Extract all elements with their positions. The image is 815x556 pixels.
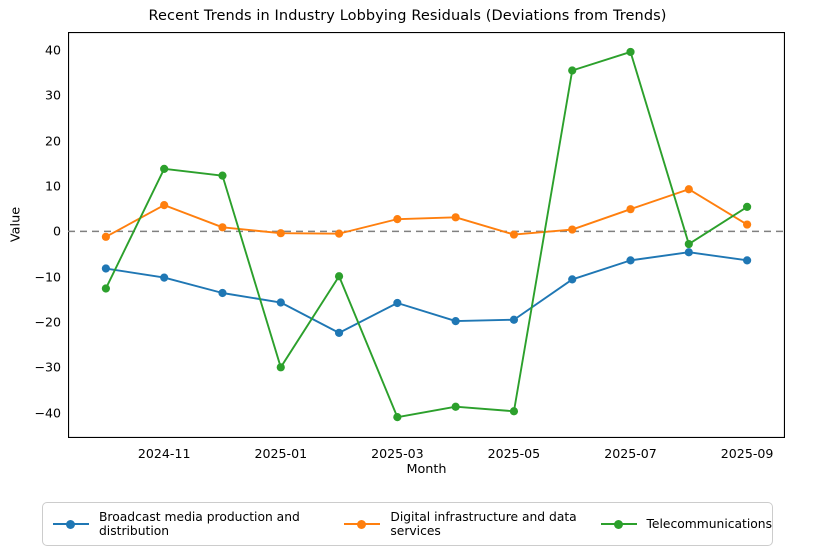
series-line bbox=[104, 50, 749, 419]
data-point bbox=[393, 215, 402, 224]
legend-label: Telecommunications bbox=[646, 517, 772, 531]
data-point bbox=[218, 288, 227, 298]
chart-title: Recent Trends in Industry Lobbying Resid… bbox=[148, 8, 667, 24]
x-axis-tick-labels: 2024-11 2025-01 2025-03 2025-05 2025-07 2025-… bbox=[68, 438, 785, 462]
data-point bbox=[101, 232, 110, 241]
data-point bbox=[568, 275, 577, 284]
x-tick-label: 2025-03 bbox=[371, 446, 424, 461]
data-point bbox=[334, 328, 344, 337]
x-tick-label: 2024-11 bbox=[137, 446, 191, 461]
data-point bbox=[334, 272, 344, 281]
y-tick-label: 20 bbox=[44, 133, 61, 149]
data-point bbox=[276, 229, 285, 238]
y-tick-label: −40 bbox=[34, 405, 61, 421]
plot-area bbox=[68, 32, 785, 438]
legend-label: Broadcast media production and distribut… bbox=[99, 510, 300, 538]
legend-label: Digital infrastructure and data services bbox=[390, 510, 577, 538]
data-point bbox=[568, 66, 577, 75]
chart-legend: Broadcast media production and distribut… bbox=[42, 502, 773, 546]
y-tick-label: 40 bbox=[44, 42, 61, 58]
series-line bbox=[104, 251, 749, 334]
data-point bbox=[276, 298, 285, 307]
x-tick-label: 2025-09 bbox=[720, 446, 774, 461]
x-tick-label: 2025-07 bbox=[604, 446, 657, 461]
x-tick-label: 2025-01 bbox=[254, 446, 308, 461]
y-tick-label: 30 bbox=[44, 87, 61, 103]
legend-marker-icon bbox=[600, 518, 637, 530]
data-point bbox=[684, 239, 693, 249]
data-point bbox=[101, 284, 110, 293]
data-point bbox=[743, 256, 752, 265]
data-point bbox=[568, 225, 577, 234]
data-point bbox=[451, 213, 460, 222]
y-tick-label: −30 bbox=[34, 359, 61, 375]
x-axis-label: Month bbox=[406, 462, 447, 477]
data-point bbox=[160, 200, 169, 210]
data-point bbox=[160, 164, 169, 173]
series-0 bbox=[101, 248, 752, 337]
y-axis-tick-labels: 40 30 20 10 0 −10 −20 −30 −40 bbox=[14, 32, 61, 438]
data-point bbox=[218, 223, 227, 232]
data-point bbox=[626, 256, 635, 265]
data-point bbox=[334, 229, 344, 238]
data-point bbox=[393, 413, 402, 422]
data-point bbox=[509, 315, 519, 324]
data-point bbox=[509, 407, 519, 416]
plot-svg bbox=[68, 32, 785, 438]
data-point bbox=[684, 185, 693, 194]
axis-ticks bbox=[68, 50, 747, 438]
data-point bbox=[101, 264, 110, 273]
data-point bbox=[276, 363, 285, 372]
data-point bbox=[626, 205, 635, 214]
legend-marker-icon bbox=[344, 518, 381, 530]
data-point bbox=[684, 248, 693, 257]
plot-border bbox=[68, 32, 785, 438]
y-tick-label: 10 bbox=[44, 178, 61, 194]
y-tick-label: −20 bbox=[34, 314, 61, 330]
legend-marker-icon bbox=[53, 518, 89, 530]
data-point bbox=[743, 202, 752, 212]
data-point bbox=[160, 273, 169, 282]
series-1 bbox=[101, 185, 752, 241]
y-tick-label: −10 bbox=[34, 269, 61, 285]
x-tick-label: 2025-05 bbox=[487, 446, 541, 461]
data-point bbox=[509, 230, 519, 239]
legend-entry-1[interactable]: Digital infrastructure and data services bbox=[334, 503, 590, 545]
data-point bbox=[393, 298, 402, 308]
legend-entry-2[interactable]: Telecommunications bbox=[591, 503, 772, 545]
legend-entry-0[interactable]: Broadcast media production and distribut… bbox=[43, 503, 334, 545]
data-point bbox=[218, 171, 227, 180]
data-point bbox=[451, 402, 460, 411]
data-point bbox=[626, 47, 635, 57]
series-2 bbox=[101, 47, 752, 422]
y-tick-label: 0 bbox=[52, 223, 61, 239]
data-point bbox=[743, 220, 752, 229]
data-point bbox=[451, 316, 460, 326]
series-line bbox=[104, 188, 749, 238]
